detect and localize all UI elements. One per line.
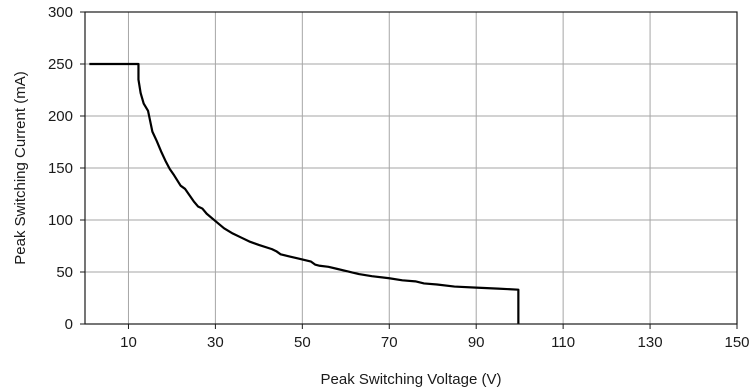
- series-line-0: [89, 62, 520, 324]
- x-tick-label: 90: [468, 334, 485, 351]
- y-tick-label: 100: [48, 212, 73, 229]
- y-tick-label: 0: [65, 316, 73, 333]
- y-tick-label: 200: [48, 108, 73, 125]
- y-tick-label: 50: [56, 264, 73, 281]
- x-tick-label: 10: [120, 334, 137, 351]
- x-tick-label: 30: [207, 334, 224, 351]
- tick-labels: 10 30 50 70 90 110 130 150 0 50 100 150 200 250 300: [48, 4, 750, 351]
- x-tick-label: 50: [294, 334, 311, 351]
- x-axis-title: Peak Switching Voltage (V): [321, 371, 502, 388]
- x-tick-label: 130: [638, 334, 663, 351]
- y-tick-label: 300: [48, 4, 73, 21]
- x-tick-label: 150: [724, 334, 749, 351]
- x-tick-label: 110: [551, 334, 575, 351]
- y-axis-title: Peak Switching Current (mA): [12, 71, 29, 264]
- series-layer: [89, 62, 520, 324]
- y-tick-label: 150: [48, 160, 73, 177]
- y-tick-label: 250: [48, 56, 73, 73]
- x-tick-label: 70: [381, 334, 398, 351]
- plot-frame: [84, 11, 738, 325]
- ticks: [80, 11, 738, 329]
- grid: [85, 12, 737, 324]
